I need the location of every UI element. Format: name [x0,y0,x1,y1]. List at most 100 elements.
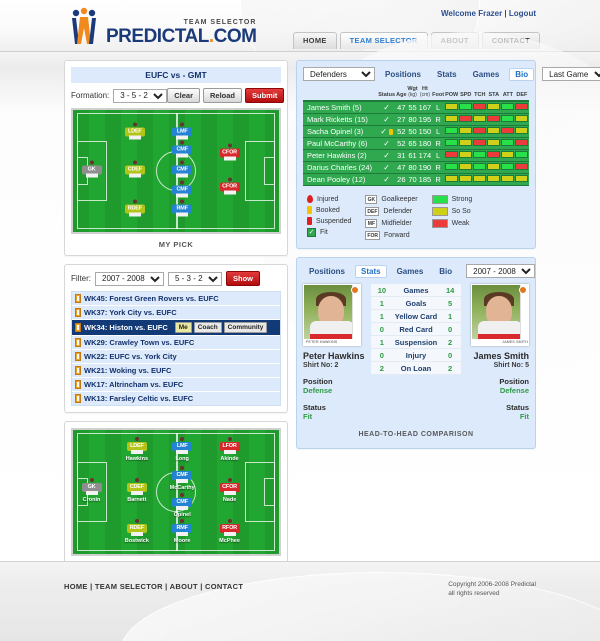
pitch-player-nade[interactable]: CFOR Nade [213,478,247,503]
right-player-shirt: Shirt No: 5 [493,362,529,369]
squad-table-row[interactable]: Dean Pooley (12) ✓ 26 70 185 R [303,173,529,186]
site-logo[interactable]: TEAM SELECTOR PREDICTAL.COM [64,6,257,46]
squad-table-row[interactable]: Peter Hawkins (2) ✓ 31 61 174 L [303,149,529,162]
club-badge-icon [519,286,527,294]
pitch-player-mcphee[interactable]: RFOR McPhee [213,518,247,544]
cmp-tab-stats[interactable]: Stats [355,264,387,278]
tag-coach-button[interactable]: Coach [193,322,222,333]
row-height: 150 [418,125,432,138]
pitch-player-ldef[interactable]: LDEF [118,122,152,141]
submit-button[interactable]: Submit [245,88,285,103]
match-list-item[interactable]: WK17: Altrincham vs. EUFC [72,378,280,392]
tab-positions[interactable]: Positions [385,69,422,79]
match-list-item[interactable]: WK45: Forest Green Rovers vs. EUFC [72,292,280,306]
match-list-item[interactable]: WK22: EUFC vs. York City [72,350,280,364]
legend-suspended: Suspended [307,217,351,225]
pitch-player-lmf[interactable]: LMF [165,122,199,141]
row-rating-def [514,125,529,138]
squad-table-body: James Smith (5) ✓ 47 55 167 L Mark Ricketts (1… [303,100,529,186]
squad-table-row[interactable]: James Smith (5) ✓ 47 55 167 L [303,100,529,114]
formation-filter-select[interactable]: 5 - 3 - 23 - 5 - 24 - 4 - 2 [168,271,222,286]
jersey-icon: CDEF [126,478,147,496]
tag-me-button[interactable]: Me [174,322,192,333]
squad-table-row[interactable]: Darius Charles (24) ✓ 47 80 190 R [303,161,529,174]
game-filter-select[interactable]: Last GameSeason [542,67,600,81]
cmp-tab-bio[interactable]: Bio [439,266,453,276]
pitch-player-cmf[interactable]: CMF [165,140,199,159]
nav-item-contact[interactable]: CONTACT [481,32,540,49]
soso-swatch-icon [431,207,448,216]
legend-soso: So So [431,207,473,216]
left-photo-caption: PETER HAWKINS [304,339,360,345]
nav-item-home[interactable]: HOME [292,32,337,49]
position-filter-select[interactable]: DefendersGoalkeepersMidfieldersForwards [303,67,375,81]
tab-bio[interactable]: Bio [509,67,535,81]
pitch-player-cdef[interactable]: CDEF [118,160,152,179]
position-code: LDEF [130,443,144,450]
right-photo-caption: JAMES SMITH [472,339,528,345]
show-button[interactable]: Show [226,271,260,286]
pitch-player-bostwick[interactable]: RDEF Bostwick [120,518,154,544]
match-list-item[interactable]: WK21: Woking vs. EUFC [72,364,280,378]
match-list-item[interactable]: WK29: Crawley Town vs. EUFC [72,336,280,350]
nav-item-team-selector[interactable]: TEAM SELECTOR [339,32,428,49]
cmp-tab-games[interactable]: Games [396,266,424,276]
photo-sideband [520,285,528,345]
tab-games[interactable]: Games [472,69,500,79]
row-rating-att [500,125,515,138]
formation-select[interactable]: 3 - 5 - 24 - 4 - 25 - 3 - 24 - 3 - 3 [113,88,168,103]
clear-button[interactable]: Clear [167,88,200,103]
season-filter-select[interactable]: 2007 - 20082006 - 2007 [95,271,164,286]
pitch-player-cfor[interactable]: CFOR [213,143,247,161]
comparison-season-select[interactable]: 2007 - 20082006 - 2007 [466,264,536,278]
pitch-player-rdef[interactable]: RDEF [118,199,152,218]
pitch-player-mccarthy[interactable]: CMF McCarthy [165,465,199,491]
cmp-tab-positions[interactable]: Positions [309,266,346,276]
pitch-player-hawkins[interactable]: LDEF Hawkins [120,437,154,462]
position-code: RDEF [127,205,142,212]
player-name: Cronin [82,497,101,503]
pitch-player-cronin[interactable]: GK Cronin [75,478,109,503]
squad-table-row[interactable]: Sacha Opinel (3) ✓ 52 50 150 L [303,125,529,138]
pitch-player-cfor[interactable]: CFOR [213,177,247,196]
row-rating-att [500,137,515,150]
comparison-panel: Positions Stats Games Bio 2007 - 2008200… [296,257,536,449]
pitch-player-barnett[interactable]: CDEF Barnett [120,478,154,503]
photo-shirt [478,321,522,341]
footer-nav[interactable]: HOME | TEAM SELECTOR | ABOUT | CONTACT [64,582,244,591]
reload-button[interactable]: Reload [203,88,243,103]
formation-row: Formation: 3 - 5 - 24 - 4 - 25 - 3 - 24 … [71,88,285,103]
stat-label: Yellow Card [392,309,440,323]
nav-item-about[interactable]: ABOUT [430,32,479,49]
tab-stats[interactable]: Stats [437,69,457,79]
pitch-player-moore[interactable]: RMF Moore [165,518,199,544]
pitch-player-cmf[interactable]: CMF [165,180,199,198]
row-height: 180 [418,137,432,150]
legend-goalkeeper: GK Goalkeeper [365,195,418,204]
match-list-item[interactable]: WK13: Farsley Celtic vs. EUFC [72,392,280,405]
jersey-icon: CMF [172,160,193,179]
row-player-name: Sacha Opinel (3) [303,125,378,138]
pitch-player-rmf[interactable]: RMF [165,199,199,218]
legend-fit: ✓ Fit [307,228,351,237]
tag-community-button[interactable]: Community [223,322,268,333]
row-rating-def [514,137,529,150]
match-list-item[interactable]: WK34: Histon vs. EUFC Me Coach Community [72,320,280,336]
pitch-player-akinde[interactable]: LFOR Akinde [213,437,247,462]
row-rating-pow [444,125,459,138]
row-player-name: Paul McCarthy (6) [303,137,378,150]
pitch-player-opinel[interactable]: CMF Opinel [165,492,199,518]
welcome-user-logout[interactable]: Welcome Frazer | Logout [441,9,536,18]
past-picks-pitch[interactable]: GK Cronin LDEF Hawkins CDEF Barnett RDEF Bostwi… [71,428,281,556]
pitch-player-cmf[interactable]: CMF [165,160,199,179]
squad-panel: DefendersGoalkeepersMidfieldersForwards … [296,60,600,249]
squad-header-row: Status Age Wgt (kg) Ht (cm) Foot POW SPD TCH STA AT… [303,86,529,101]
jersey-icon: LMF [172,122,193,141]
squad-table-row[interactable]: Paul McCarthy (6) ✓ 52 65 180 R [303,137,529,150]
match-list-item[interactable]: WK37: York City vs. EUFC [72,306,280,320]
my-pick-pitch[interactable]: GK LDEF CDEF RDEF LMF CMF CMF CMF RMF CFOR CFOR [71,108,281,234]
pitch-player-gk[interactable]: GK [75,160,109,179]
pitch-player-long[interactable]: LMF Long [165,437,199,462]
squad-table-row[interactable]: Mark Ricketts (15) ✓ 27 80 195 R [303,113,529,126]
legend-suspended-label: Suspended [316,217,352,225]
